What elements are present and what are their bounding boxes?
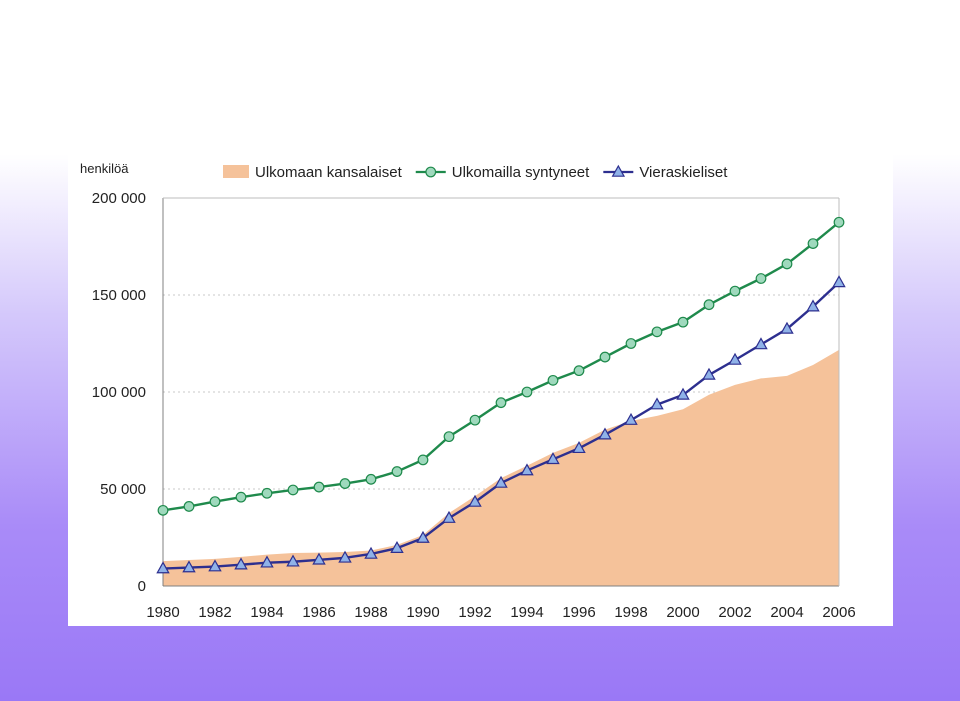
point-vieraskieliset [182,560,196,573]
legend-marker [611,164,626,177]
point-ulkomailla-syntyneet [599,351,611,363]
x-tick-label: 1990 [406,604,439,621]
point-vieraskieliset [676,387,690,400]
x-tick-label: 2000 [666,604,699,621]
point-ulkomailla-syntyneet [235,491,247,503]
legend-label: Vieraskieliset [639,164,728,181]
point-vieraskieliset [390,540,404,553]
y-tick-label: 50 000 [100,481,146,498]
point-ulkomailla-syntyneet [183,501,195,512]
point-vieraskieliset [754,337,768,350]
point-ulkomailla-syntyneet [521,386,533,398]
area-layer [163,349,839,586]
y-tick-label: 0 [138,578,146,595]
point-ulkomailla-syntyneet [755,273,767,284]
point-ulkomailla-syntyneet [651,326,663,338]
point-vieraskieliset [728,352,742,365]
point-vieraskieliset [598,427,612,440]
point-vieraskieliset [572,441,586,454]
point-vieraskieliset [260,555,274,568]
point-vieraskieliset [312,552,326,565]
point-vieraskieliset [520,463,534,476]
axis-layer [162,197,840,587]
point-ulkomailla-syntyneet [625,338,637,349]
legend-label: Ulkomaan kansalaiset [255,164,403,181]
x-tick-label: 1988 [354,604,387,621]
point-vieraskieliset [468,494,482,507]
point-ulkomailla-syntyneet [417,454,429,466]
point-ulkomailla-syntyneet [833,216,845,228]
point-vieraskieliset [442,510,456,523]
y-unit-label: henkilöä [80,161,129,176]
legend-item-ulkomailla-syntyneet: Ulkomailla syntyneet [415,164,590,181]
legend-item-vieraskieliset: Vieraskieliset [603,164,728,181]
point-ulkomailla-syntyneet [261,487,273,499]
y-tick-label: 200 000 [92,190,146,207]
x-tick-label: 1998 [614,604,647,621]
point-ulkomailla-syntyneet [287,484,299,496]
x-tick-label: 1984 [250,604,283,621]
point-ulkomailla-syntyneet [365,473,377,485]
x-tick-label: 2002 [718,604,751,621]
point-vieraskieliset [208,559,222,572]
point-vieraskieliset [624,412,638,425]
point-ulkomailla-syntyneet [209,496,221,508]
point-ulkomailla-syntyneet [391,466,403,477]
point-vieraskieliset [234,557,248,570]
legend-swatch [223,165,249,178]
legend-label: Ulkomailla syntyneet [452,164,590,181]
point-vieraskieliset [494,475,508,488]
point-ulkomailla-syntyneet [677,316,689,328]
point-vieraskieliset [156,561,170,574]
legend: Ulkomaan kansalaiset Ulkomailla syntyneet… [223,164,728,181]
chart-panel: henkilöä 0 50 000 100 000 150 000 200 000 198… [68,155,893,626]
point-vieraskieliset [286,554,300,567]
point-ulkomailla-syntyneet [807,238,819,249]
point-ulkomailla-syntyneet [547,374,559,386]
point-vieraskieliset [806,299,820,312]
point-vieraskieliset [416,530,430,543]
point-ulkomailla-syntyneet [469,414,481,426]
point-vieraskieliset [650,397,664,410]
legend-marker [425,166,437,178]
point-ulkomailla-syntyneet [781,258,793,270]
x-tick-label: 1986 [302,604,335,621]
x-tick-label: 1982 [198,604,231,621]
point-vieraskieliset [780,321,794,334]
point-ulkomailla-syntyneet [339,478,351,489]
area-series-ulkomaan-kansalaiset [163,349,839,586]
chart-svg: henkilöä 0 50 000 100 000 150 000 200 000 198… [80,161,856,621]
x-tick-label: 1992 [458,604,491,621]
point-ulkomailla-syntyneet [313,481,325,493]
x-tick-label: 2004 [770,604,803,621]
label-layer: henkilöä 0 50 000 100 000 150 000 200 000 198… [80,161,856,621]
x-tick-label: 1994 [510,604,543,621]
point-ulkomailla-syntyneet [495,397,507,409]
point-ulkomailla-syntyneet [729,285,741,297]
point-ulkomailla-syntyneet [443,431,455,443]
x-tick-label: 1996 [562,604,595,621]
point-ulkomailla-syntyneet [573,365,585,377]
y-tick-label: 150 000 [92,287,146,304]
point-vieraskieliset [338,550,352,563]
marker-layer [156,216,846,574]
point-vieraskieliset [702,367,716,380]
point-vieraskieliset [832,275,846,288]
x-tick-label: 1980 [146,604,179,621]
x-tick-label: 2006 [822,604,855,621]
point-vieraskieliset [546,452,560,465]
point-vieraskieliset [364,546,378,559]
point-ulkomailla-syntyneet [703,299,715,311]
y-tick-label: 100 000 [92,384,146,401]
point-ulkomailla-syntyneet [157,504,169,516]
legend-item-ulkomaan-kansalaiset: Ulkomaan kansalaiset [223,164,403,181]
